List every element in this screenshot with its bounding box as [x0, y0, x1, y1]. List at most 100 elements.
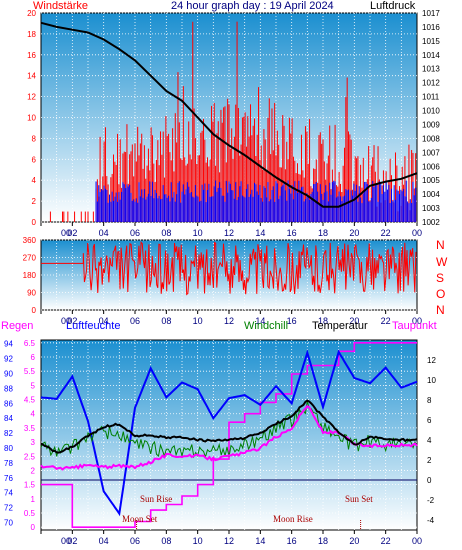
- rain-y-tick: 3.5: [24, 424, 36, 433]
- pressure-y-tick: 1015: [422, 37, 440, 46]
- annotation-sun-set: Sun Set: [345, 494, 373, 504]
- temperature-line: [40, 399, 418, 454]
- x-tick-label: 18: [318, 316, 328, 326]
- direction-y-tick: 0: [32, 306, 37, 315]
- x-tick-label: 18: [318, 228, 328, 238]
- x-tick-label: 00: [61, 228, 71, 238]
- rain-y-tick: 5: [31, 381, 36, 390]
- x-tick-label: 04: [99, 536, 109, 546]
- x-tick-label: 14: [255, 536, 265, 546]
- x-tick-label: 12: [224, 536, 234, 546]
- x-tick-label: 22: [381, 316, 391, 326]
- x-tick-label: 08: [161, 228, 171, 238]
- x-tick-label: 08: [161, 316, 171, 326]
- pressure-y-tick: 1002: [422, 218, 440, 227]
- legend-luftfeuchte: Luftfeuchte: [66, 320, 121, 332]
- x-tick-label: 06: [130, 316, 140, 326]
- humidity-y-tick: 86: [4, 399, 13, 408]
- x-tick-label: 00: [412, 316, 422, 326]
- annotation-sun-rise: Sun Rise: [140, 494, 173, 504]
- x-tick-label: 02: [67, 536, 77, 546]
- wind-y-tick: 6: [32, 155, 37, 164]
- humidity-y-tick: 82: [4, 429, 13, 438]
- pressure-y-tick: 1010: [422, 107, 440, 116]
- x-tick-label: 20: [349, 316, 359, 326]
- direction-y-tick: 180: [23, 271, 37, 280]
- pressure-y-tick: 1016: [422, 23, 440, 32]
- temp-y-tick: -2: [427, 496, 435, 505]
- rain-y-tick: 2.5: [24, 452, 36, 461]
- rain-y-tick: 4.5: [24, 396, 36, 405]
- compass-w: W: [436, 255, 448, 269]
- humidity-y-tick: 72: [4, 504, 13, 513]
- humidity-y-tick: 80: [4, 444, 13, 453]
- x-tick-label: 10: [193, 536, 203, 546]
- x-tick-label: 16: [287, 228, 297, 238]
- x-tick-label: 16: [287, 536, 297, 546]
- pressure-y-tick: 1006: [422, 162, 440, 171]
- x-tick-label: 04: [99, 228, 109, 238]
- rain-y-tick: 6: [31, 353, 36, 362]
- temp-y-tick: 12: [427, 356, 436, 365]
- windchill-line: [40, 401, 418, 459]
- compass-s: S: [436, 271, 445, 285]
- rain-y-tick: 0: [31, 523, 36, 532]
- pressure-y-tick: 1009: [422, 120, 440, 129]
- legend-windchill: Windchill: [244, 320, 289, 332]
- direction-y-tick: 270: [23, 254, 37, 263]
- x-tick-label: 14: [255, 228, 265, 238]
- rain-y-tick: 4: [31, 410, 36, 419]
- rain-y-tick: 6.5: [24, 339, 36, 348]
- x-tick-label: 00: [412, 228, 422, 238]
- humidity-y-tick: 88: [4, 384, 13, 393]
- annotation-moon-set: Moon Set: [122, 514, 158, 524]
- pressure-y-tick: 1004: [422, 190, 440, 199]
- wind-y-tick: 4: [32, 176, 37, 185]
- x-tick-label: 02: [67, 228, 77, 238]
- title-luftdruck: Luftdruck: [370, 0, 416, 12]
- wind-y-tick: 16: [27, 51, 36, 60]
- rain-y-tick: 2: [31, 466, 36, 475]
- compass-n-bottom: N: [436, 303, 445, 317]
- x-tick-label: 10: [193, 228, 203, 238]
- pressure-y-tick: 1013: [422, 65, 440, 74]
- x-tick-label: 00: [412, 536, 422, 546]
- x-tick-label: 10: [193, 316, 203, 326]
- x-tick-label: 16: [287, 316, 297, 326]
- title-windstaerke: Windstärke: [33, 0, 89, 12]
- temp-y-tick: 8: [427, 396, 432, 405]
- x-tick-label: 20: [349, 228, 359, 238]
- pressure-y-tick: 1017: [422, 9, 440, 18]
- annotation-moon-rise: Moon Rise: [273, 514, 313, 524]
- x-tick-label: 08: [161, 536, 171, 546]
- temp-y-tick: 0: [427, 476, 432, 485]
- humidity-y-tick: 78: [4, 459, 13, 468]
- pressure-y-tick: 1007: [422, 148, 440, 157]
- x-tick-label: 12: [224, 228, 234, 238]
- wind-y-tick: 10: [27, 114, 36, 123]
- x-tick-label: 06: [130, 228, 140, 238]
- pressure-y-tick: 1005: [422, 176, 440, 185]
- pressure-y-tick: 1008: [422, 134, 440, 143]
- wind-y-tick: 12: [27, 93, 36, 102]
- wind-y-tick: 20: [27, 9, 36, 18]
- wind-y-tick: 14: [27, 72, 36, 81]
- pressure-y-tick: 1014: [422, 51, 440, 60]
- x-tick-label: 04: [99, 316, 109, 326]
- x-tick-label: 22: [381, 228, 391, 238]
- humidity-y-tick: 84: [4, 414, 13, 423]
- wind-y-tick: 18: [27, 30, 36, 39]
- x-tick-label: 12: [224, 316, 234, 326]
- humidity-y-tick: 74: [4, 489, 13, 498]
- direction-y-tick: 90: [27, 289, 36, 298]
- wind-y-tick: 0: [32, 218, 37, 227]
- temp-y-tick: 4: [427, 436, 432, 445]
- rain-y-tick: 1: [31, 495, 36, 504]
- direction-y-tick: 360: [23, 236, 37, 245]
- legend-temperatur: Temperatur: [312, 320, 368, 332]
- pressure-y-tick: 1011: [422, 93, 440, 102]
- humidity-y-tick: 94: [4, 340, 13, 349]
- humidity-y-tick: 76: [4, 474, 13, 483]
- x-tick-label: 22: [381, 536, 391, 546]
